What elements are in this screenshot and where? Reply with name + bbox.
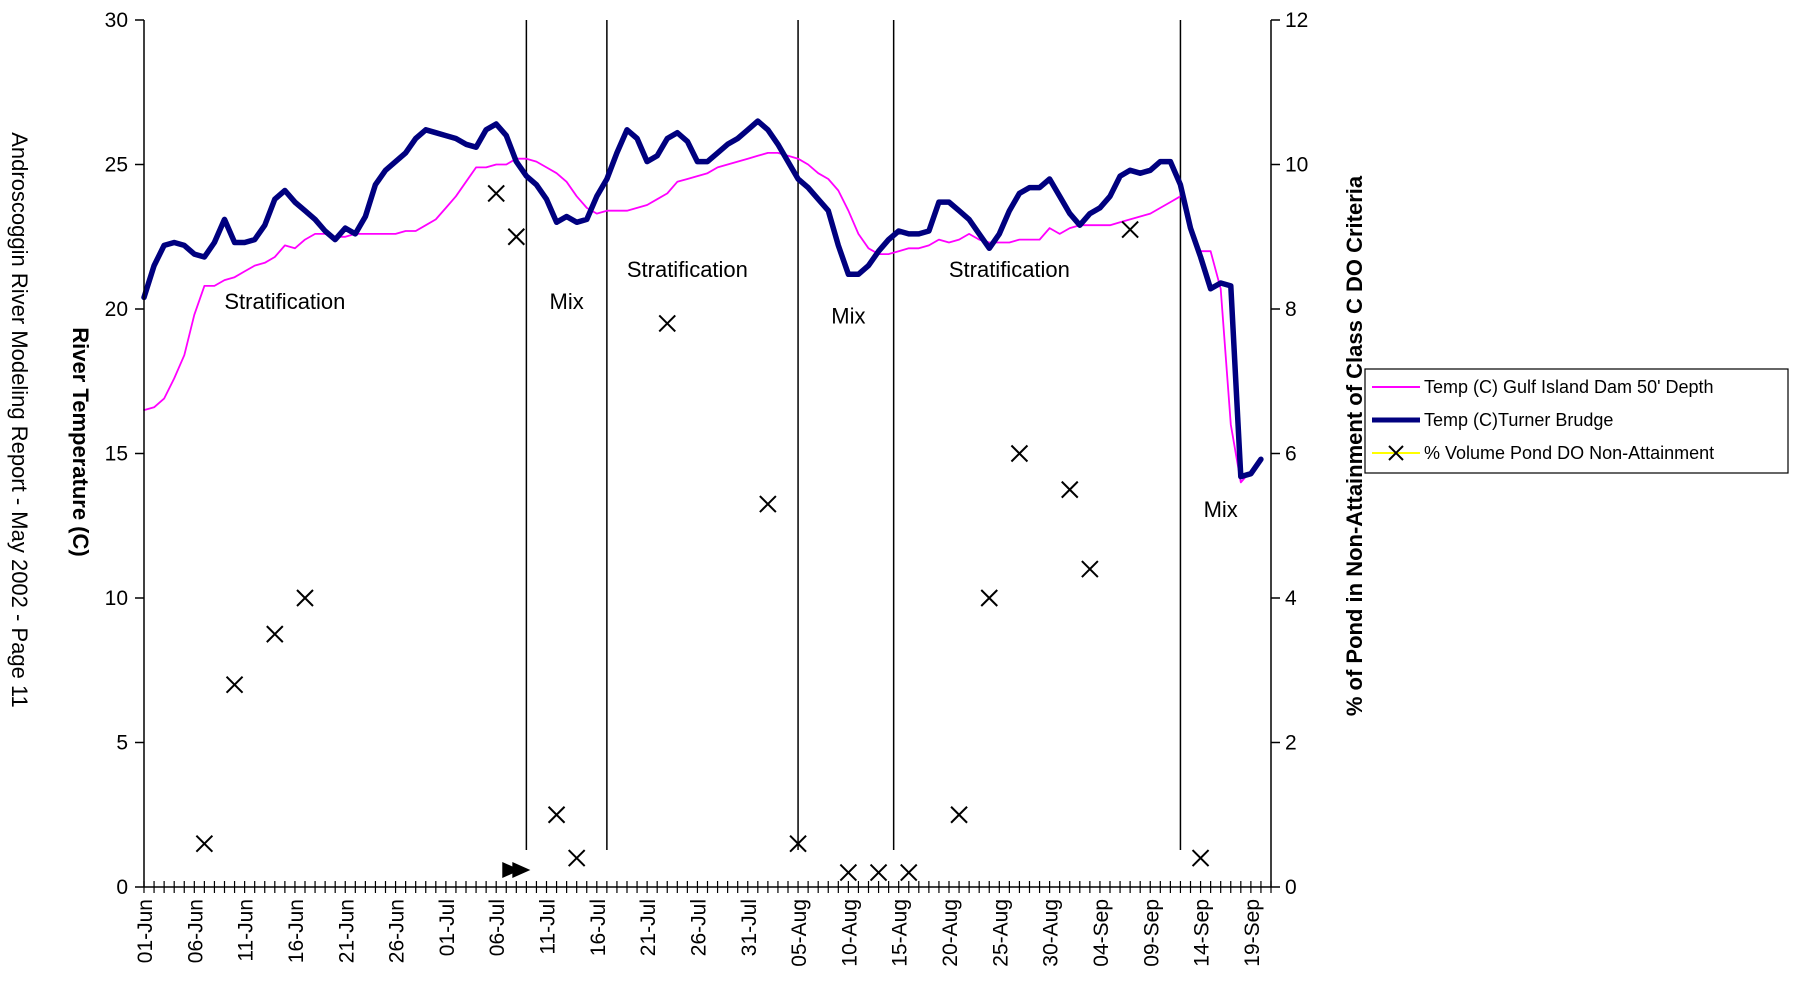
series-turner-line — [141, 118, 1264, 480]
x-tick-label: 31-Jul — [738, 899, 761, 956]
pond-nonattainment-marker — [869, 863, 888, 882]
pond-nonattainment-marker — [487, 184, 505, 203]
right-axis-title: % of Pond in Non-Attainment of Class C D… — [1342, 175, 1367, 716]
x-tick-label: 15-Aug — [889, 899, 912, 967]
right-tick-label: 4 — [1285, 587, 1297, 610]
legend-swatch-pond-marker — [1388, 445, 1404, 461]
pond-nonattainment-marker — [1081, 560, 1099, 578]
left-tick-label: 15 — [105, 443, 128, 466]
right-tick-label: 8 — [1285, 298, 1297, 321]
side-note: Androscoggin River Modeling Report - May… — [7, 132, 32, 708]
arrow-marker-0 — [502, 862, 521, 878]
legend: Temp (C) Gulf Island Dam 50' Depth Temp … — [1364, 368, 1789, 474]
legend-frame — [1364, 368, 1789, 474]
legend-label-gulf-island: Temp (C) Gulf Island Dam 50' Depth — [1424, 377, 1714, 397]
right-tick-label: 6 — [1285, 443, 1297, 466]
x-tick-label: 14-Sep — [1191, 899, 1214, 967]
left-tick-label: 20 — [105, 298, 128, 321]
x-tick-label: 09-Sep — [1140, 899, 1163, 967]
x-tick-label: 11-Jul — [537, 899, 560, 955]
x-tick-label: 01-Jul — [436, 899, 459, 956]
pond-nonattainment-marker — [195, 834, 214, 853]
x-tick-label: 01-Jun — [134, 899, 157, 963]
x-tick-label: 19-Sep — [1241, 899, 1264, 967]
right-tick-label: 10 — [1285, 154, 1308, 177]
left-axis-title: River Temperature (C) — [68, 327, 93, 556]
legend-label-pond: % Volume Pond DO Non-Attainment — [1424, 443, 1714, 463]
pond-nonattainment-marker — [950, 806, 968, 824]
x-tick-label: 20-Aug — [939, 899, 962, 967]
x-tick-label: 25-Aug — [989, 899, 1012, 967]
left-tick-label: 25 — [105, 154, 128, 177]
pond-nonattainment-marker — [1191, 849, 1210, 867]
left-tick-label: 5 — [116, 732, 128, 755]
x-tick-label: 05-Aug — [788, 899, 811, 967]
left-tick-label: 10 — [105, 587, 128, 610]
period-label: Stratification — [949, 257, 1070, 282]
pond-nonattainment-marker — [759, 495, 777, 513]
x-tick-label: 26-Jun — [386, 899, 409, 963]
pond-nonattainment-marker — [1121, 220, 1139, 239]
right-tick-label: 12 — [1285, 9, 1308, 32]
x-tick-label: 16-Jul — [587, 899, 610, 956]
x-tick-label: 11-Jun — [235, 899, 258, 962]
pond-nonattainment-marker — [507, 228, 526, 246]
pond-nonattainment-marker — [266, 625, 284, 643]
right-tick-label: 0 — [1285, 876, 1297, 899]
x-tick-label: 30-Aug — [1040, 899, 1063, 967]
pond-nonattainment-marker — [547, 806, 566, 824]
x-tick-label: 16-Jun — [285, 899, 308, 963]
pond-nonattainment-marker — [658, 314, 676, 333]
period-label: Stratification — [224, 289, 345, 314]
x-tick-label: 06-Jul — [486, 899, 509, 956]
pond-nonattainment-marker — [225, 675, 244, 694]
pond-nonattainment-marker — [789, 834, 807, 853]
pond-nonattainment-marker — [980, 589, 998, 607]
pond-nonattainment-marker — [900, 863, 918, 882]
x-tick-label: 21-Jun — [335, 899, 358, 963]
left-tick-label: 30 — [105, 9, 128, 32]
period-label: Mix — [831, 303, 865, 328]
pond-nonattainment-marker — [839, 863, 858, 882]
pond-nonattainment-marker — [1061, 480, 1079, 499]
period-label: Stratification — [627, 257, 748, 282]
left-tick-label: 0 — [116, 876, 128, 899]
period-label: Mix — [1204, 497, 1238, 522]
x-tick-label: 06-Jun — [184, 899, 207, 963]
legend-label-turner: Temp (C)Turner Brudge — [1424, 410, 1613, 430]
x-tick-label: 21-Jul — [637, 899, 660, 956]
pond-nonattainment-marker — [567, 849, 586, 867]
x-tick-label: 04-Sep — [1090, 899, 1113, 967]
right-tick-label: 2 — [1285, 732, 1297, 755]
arrow-marker-1 — [512, 862, 531, 878]
pond-nonattainment-marker — [296, 589, 314, 607]
x-tick-label: 10-Aug — [838, 899, 861, 967]
period-label: Mix — [550, 289, 584, 314]
pond-nonattainment-marker — [1010, 444, 1029, 463]
series-gulf-island-line — [143, 152, 1252, 484]
x-tick-label: 26-Jul — [687, 899, 710, 956]
